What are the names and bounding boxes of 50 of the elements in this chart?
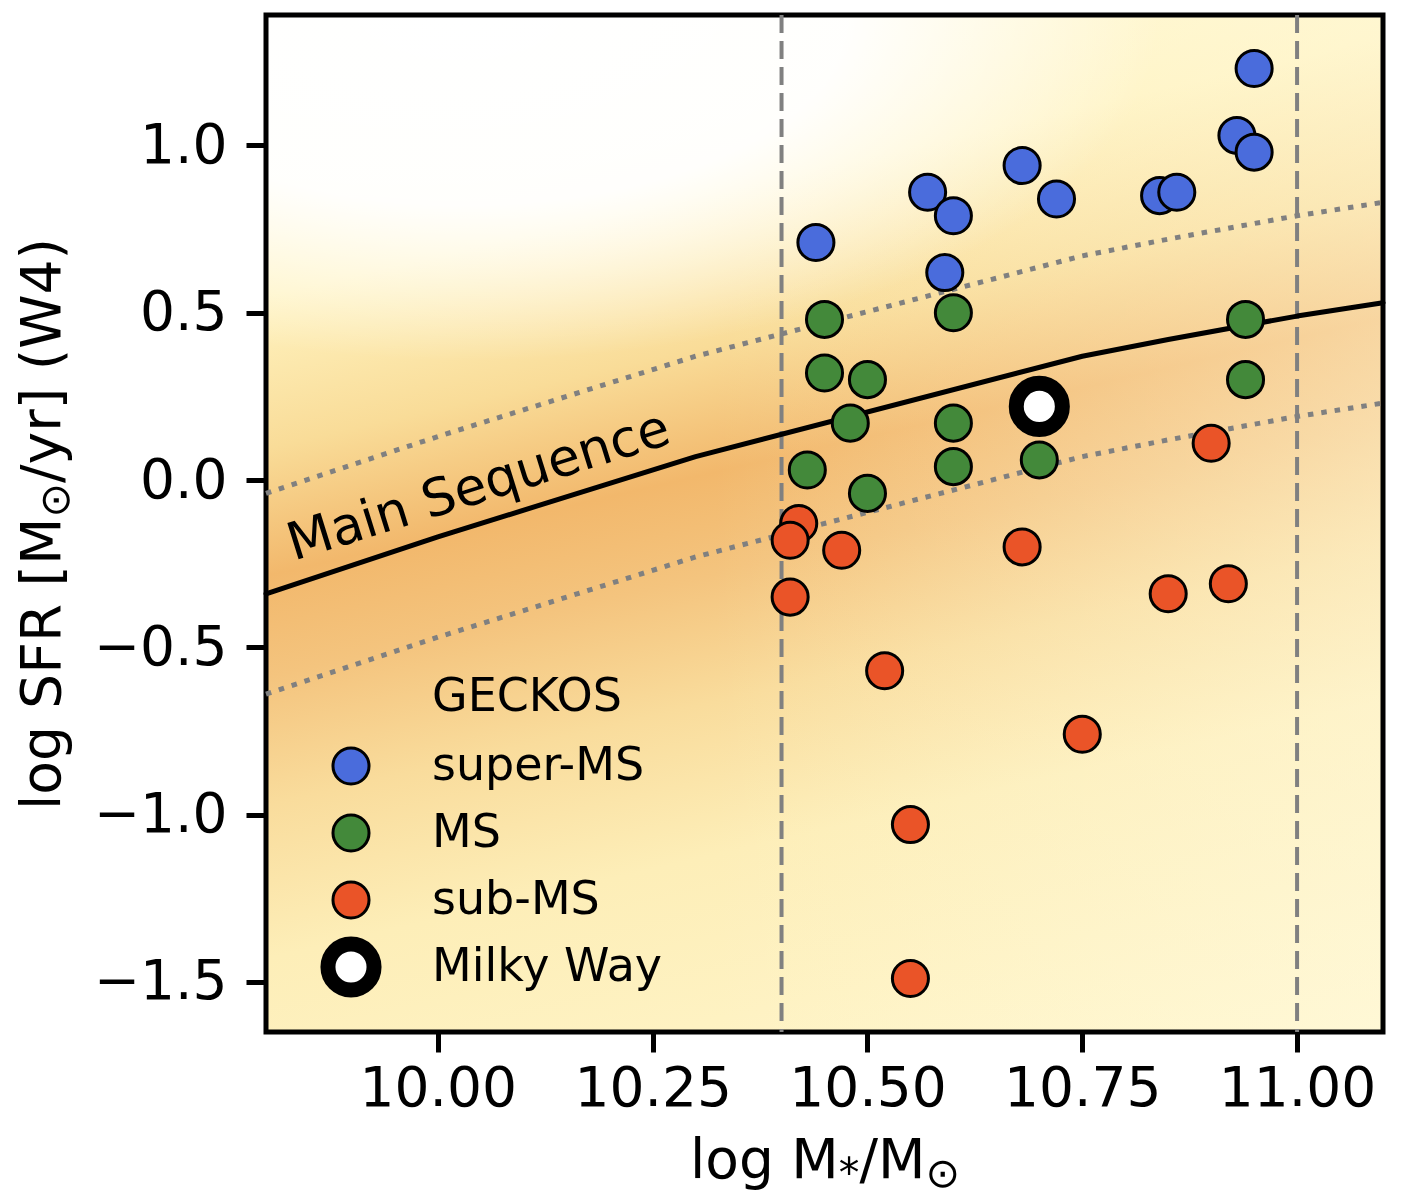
point bbox=[925, 253, 965, 293]
point bbox=[1157, 172, 1197, 212]
y-tick-label: −1.0 bbox=[93, 781, 228, 846]
point bbox=[1208, 564, 1248, 604]
point bbox=[933, 293, 973, 333]
y-tick-label: −0.5 bbox=[93, 613, 228, 678]
point bbox=[804, 353, 845, 393]
point bbox=[1234, 49, 1274, 89]
legend-label: sub-MS bbox=[432, 871, 600, 925]
legend-title: GECKOS bbox=[432, 668, 622, 722]
point bbox=[890, 805, 930, 845]
legend-label: MS bbox=[432, 804, 501, 858]
point bbox=[770, 577, 810, 617]
x-tick-label: 10.50 bbox=[789, 1054, 947, 1119]
point bbox=[822, 530, 862, 570]
point bbox=[1002, 146, 1042, 186]
point bbox=[847, 473, 887, 513]
point bbox=[1062, 714, 1102, 754]
point bbox=[933, 196, 973, 236]
point bbox=[1036, 179, 1077, 219]
legend-label: super-MS bbox=[432, 737, 645, 791]
y-tick-label: 0.5 bbox=[140, 279, 228, 344]
x-tick-label: 10.75 bbox=[1004, 1054, 1162, 1119]
point bbox=[1148, 574, 1188, 614]
x-tick-label: 11.00 bbox=[1218, 1054, 1377, 1119]
point bbox=[908, 172, 948, 212]
point bbox=[890, 958, 930, 998]
point bbox=[1234, 132, 1274, 172]
legend-label: Milky Way bbox=[432, 938, 663, 992]
point bbox=[804, 299, 845, 339]
point bbox=[1226, 360, 1266, 400]
point bbox=[1002, 527, 1042, 567]
y-tick-label: 0.0 bbox=[140, 446, 228, 511]
point bbox=[1226, 299, 1266, 339]
point bbox=[1019, 440, 1059, 480]
point bbox=[787, 450, 827, 490]
point bbox=[770, 520, 810, 560]
y-tick-label: −1.5 bbox=[93, 948, 228, 1013]
point bbox=[933, 403, 973, 443]
point bbox=[847, 360, 887, 400]
x-tick-label: 10.25 bbox=[574, 1054, 732, 1119]
point bbox=[933, 447, 973, 487]
y-tick-label: 1.0 bbox=[140, 111, 228, 176]
point bbox=[1191, 423, 1231, 463]
point bbox=[1008, 375, 1070, 437]
x-tick-label: 10.00 bbox=[359, 1054, 518, 1119]
x-axis-title: log M$_{*}$/M$_{⊙}$ bbox=[690, 1126, 960, 1197]
point bbox=[865, 651, 905, 691]
point bbox=[796, 222, 836, 262]
point bbox=[830, 403, 870, 443]
